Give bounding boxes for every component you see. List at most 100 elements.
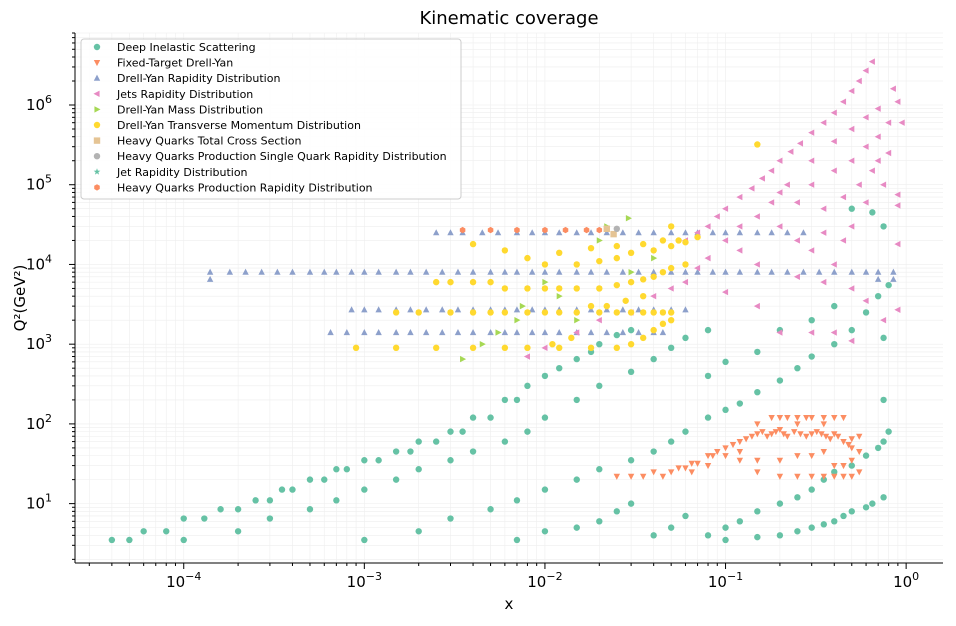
data-point <box>808 473 815 480</box>
data-point <box>855 181 862 188</box>
data-point <box>556 309 563 316</box>
data-point <box>874 133 881 140</box>
data-point <box>650 326 657 334</box>
data-point <box>596 226 603 234</box>
data-point <box>659 329 667 336</box>
data-point <box>140 528 147 535</box>
data-point <box>763 433 771 440</box>
data-point <box>704 414 712 421</box>
data-point <box>694 460 701 467</box>
data-point <box>524 382 531 390</box>
data-point <box>793 237 800 244</box>
data-point <box>831 431 838 438</box>
data-point <box>596 309 603 316</box>
x-tick-label: 10−1 <box>708 570 743 591</box>
data-point <box>201 515 208 522</box>
data-point <box>840 463 847 470</box>
legend-marker <box>94 184 100 191</box>
data-point <box>868 167 875 174</box>
data-point <box>651 254 658 262</box>
data-point <box>709 453 716 460</box>
data-point <box>469 240 477 248</box>
data-point <box>808 247 815 254</box>
data-point <box>754 229 761 236</box>
data-point <box>650 355 657 363</box>
data-point <box>830 167 837 174</box>
data-point <box>252 497 259 504</box>
data-point <box>682 465 689 472</box>
data-point <box>885 149 892 157</box>
y-tick-label: 101 <box>26 492 52 513</box>
data-point <box>627 278 635 286</box>
legend-label: Drell-Yan Rapidity Distribution <box>117 72 280 85</box>
data-point <box>439 329 446 336</box>
data-point <box>487 268 494 275</box>
data-point <box>830 329 837 336</box>
data-point <box>754 388 761 396</box>
data-point <box>627 309 635 316</box>
data-point <box>862 67 869 74</box>
data-point <box>573 355 580 363</box>
data-point <box>333 497 340 504</box>
data-point <box>729 442 737 449</box>
y-tick-label: 102 <box>26 412 52 433</box>
data-point <box>840 473 847 480</box>
data-point <box>856 469 863 476</box>
data-point <box>422 306 430 313</box>
data-point <box>487 414 494 421</box>
data-point <box>501 329 509 336</box>
data-point <box>392 448 400 455</box>
data-point <box>880 396 887 404</box>
data-point <box>610 230 617 238</box>
data-point <box>619 329 627 336</box>
data-point <box>776 457 784 464</box>
data-point <box>447 309 454 316</box>
data-point <box>333 466 340 473</box>
data-point <box>704 532 712 539</box>
data-point <box>754 421 761 428</box>
data-point <box>704 453 712 460</box>
data-point <box>796 140 804 147</box>
data-point <box>848 337 855 345</box>
data-point <box>667 268 675 275</box>
data-point <box>880 334 887 342</box>
y-tick-label: 105 <box>26 173 52 194</box>
data-point <box>874 275 882 282</box>
data-point <box>713 213 720 220</box>
data-point <box>794 415 801 422</box>
data-point <box>736 518 744 525</box>
data-point <box>513 306 521 313</box>
data-point <box>625 215 632 222</box>
data-point <box>793 273 800 280</box>
data-point <box>736 448 744 456</box>
data-point <box>487 226 494 234</box>
data-point <box>603 225 610 233</box>
data-point <box>831 302 838 310</box>
data-point <box>742 436 750 443</box>
data-point <box>890 275 897 282</box>
data-point <box>759 429 766 436</box>
data-point <box>776 189 783 196</box>
data-point <box>722 237 729 244</box>
data-point <box>694 233 701 241</box>
data-point <box>754 268 761 275</box>
data-point <box>479 229 486 236</box>
data-point <box>217 506 224 513</box>
data-point <box>808 453 815 460</box>
data-point <box>840 439 847 446</box>
legend-label: Heavy Quarks Total Cross Section <box>117 135 302 148</box>
data-point <box>794 421 801 428</box>
data-point <box>682 512 689 520</box>
data-point <box>627 473 635 480</box>
data-point <box>587 329 595 336</box>
data-point <box>659 237 667 244</box>
data-point <box>754 508 761 515</box>
data-point <box>688 460 695 467</box>
data-point <box>501 396 509 404</box>
x-tick-label: 100 <box>893 570 919 591</box>
data-point <box>528 306 536 313</box>
data-point <box>541 486 549 493</box>
data-point <box>573 229 580 236</box>
data-point <box>321 476 328 483</box>
data-point <box>748 433 756 440</box>
